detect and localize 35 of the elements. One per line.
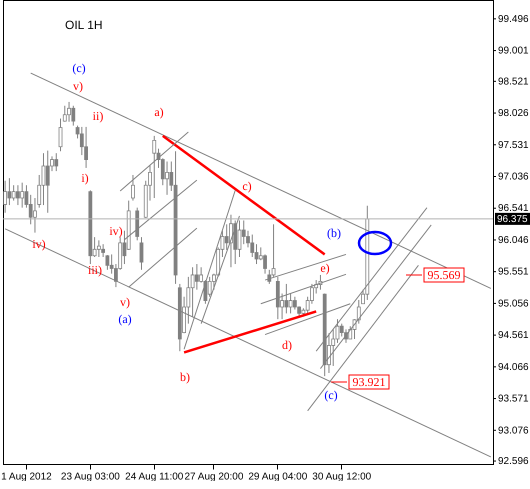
annotation: iii) bbox=[88, 263, 102, 277]
y-tick-label: 92.596 bbox=[498, 456, 530, 468]
annotation: v) bbox=[120, 295, 130, 309]
annotation: b) bbox=[180, 370, 190, 384]
y-tick-label: 94.066 bbox=[498, 362, 530, 373]
y-tick-label: 93.571 bbox=[498, 394, 530, 405]
annotation: iv) bbox=[109, 224, 123, 238]
annotation: ii) bbox=[92, 109, 104, 123]
y-tick-label: 98.026 bbox=[498, 108, 530, 120]
y-tick-label: 99.496 bbox=[498, 14, 530, 25]
y-tick-label: 97.036 bbox=[498, 172, 530, 182]
text: OIL 1H bbox=[65, 18, 103, 32]
annotation: e) bbox=[320, 261, 330, 275]
annotation: iv) bbox=[32, 237, 46, 251]
y-tick-label: 95.056 bbox=[498, 298, 530, 310]
annotation: (b) bbox=[327, 226, 341, 240]
ref-line-label: 96.375 bbox=[497, 214, 528, 225]
annotation: d) bbox=[282, 338, 292, 352]
y-tick-label: 98.521 bbox=[498, 76, 530, 88]
y-tick-label: 99.001 bbox=[498, 46, 530, 57]
annotation: a) bbox=[154, 105, 164, 119]
annotation: (c) bbox=[72, 61, 86, 75]
annotation: (a) bbox=[118, 312, 132, 326]
annotation: (c) bbox=[324, 388, 338, 402]
annotation: c) bbox=[242, 179, 252, 193]
y-tick-label: 96.541 bbox=[498, 203, 530, 214]
y-tick-label: 94.561 bbox=[498, 330, 530, 342]
y-tick-label: 97.531 bbox=[498, 140, 530, 151]
annotation: 93.921 bbox=[352, 375, 386, 389]
y-tick-label: 95.551 bbox=[498, 266, 530, 278]
y-tick-label: 93.076 bbox=[498, 425, 530, 436]
annotation: v) bbox=[73, 79, 83, 93]
y-tick-label: 96.046 bbox=[498, 234, 530, 246]
annotation: i) bbox=[81, 171, 89, 185]
annotation: 95.569 bbox=[428, 268, 460, 282]
